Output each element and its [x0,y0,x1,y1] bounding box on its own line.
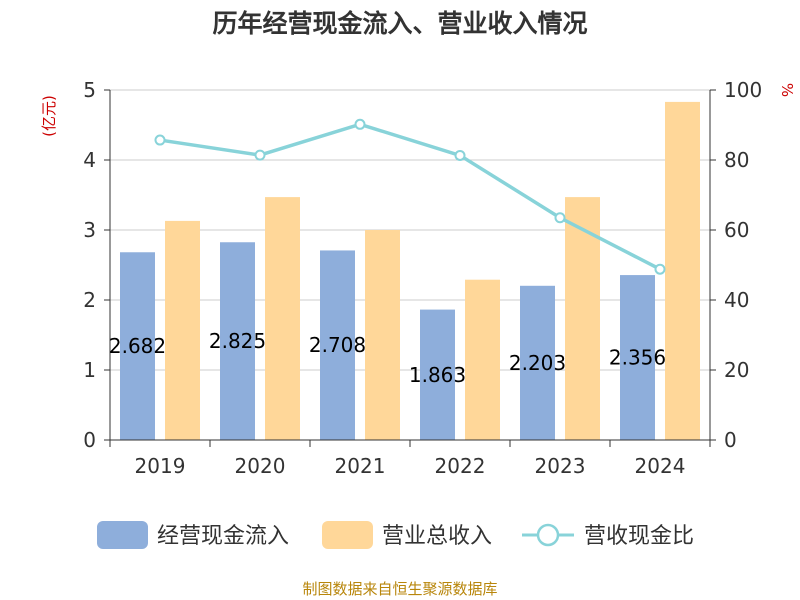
x-tick-label: 2023 [535,454,586,478]
bar-revenue [565,197,600,440]
bar-cash-inflow [220,242,255,440]
legend-swatch-revenue [322,521,373,549]
left-tick-label: 0 [83,428,96,452]
bar-revenue [165,220,200,440]
data-label: 1.863 [409,363,466,387]
x-tick-label: 2019 [135,454,186,478]
bar-revenue [265,197,300,440]
right-axis-unit: % [778,83,796,97]
data-label: 2.825 [209,329,266,353]
left-tick-label: 1 [83,358,96,382]
bar-cash-inflow [320,250,355,440]
bar-cash-inflow [120,252,155,440]
x-tick-label: 2024 [635,454,686,478]
legend-label-ratio: 营收现金比 [584,524,694,549]
left-axis-unit: (亿元) [40,95,58,137]
right-tick-label: 80 [724,148,749,172]
ratio-point [354,118,366,130]
x-tick-label: 2022 [435,454,486,478]
left-tick-label: 2 [83,288,96,312]
legend-label-revenue: 营业总收入 [382,524,492,549]
legend-label-cash-inflow: 经营现金流入 [157,524,289,549]
x-tick-label: 2021 [335,454,386,478]
ratio-point [254,149,266,161]
legend-marker-ratio [536,523,560,547]
axes: 0 1 2 3 4 5 0 20 40 60 80 100 2019 2020 2021 2022 2023 20… [83,78,762,478]
data-labels: 2.682 2.825 2.708 1.863 2.203 2.356 [109,329,666,387]
bar-revenue [665,101,700,441]
right-tick-label: 0 [724,428,737,452]
data-label: 2.356 [609,346,666,370]
right-tick-label: 100 [724,78,762,102]
data-label: 2.682 [109,334,166,358]
ratio-point [654,263,666,275]
chart-title: 历年经营现金流入、营业收入情况 [212,9,587,38]
legend-swatch-cash-inflow [97,521,148,549]
bar-revenue [465,279,500,440]
source-note: 制图数据来自恒生聚源数据库 [302,580,497,598]
x-tick-label: 2020 [235,454,286,478]
left-tick-label: 3 [83,218,96,242]
left-tick-label: 5 [83,78,96,102]
bar-revenue [365,230,400,440]
ratio-point [554,212,566,224]
ratio-line [154,118,666,275]
ratio-line-path [159,122,661,271]
ratio-point [154,134,166,146]
ratio-point [454,149,466,161]
left-tick-label: 4 [83,148,96,172]
data-label: 2.203 [509,351,566,375]
gridlines [110,89,710,371]
bar-cash-inflow [520,285,555,440]
bar-cash-inflow [620,275,655,440]
bar-cash-inflow [420,309,455,440]
legend: 经营现金流入 营业总收入 营收现金比 [97,521,694,549]
bars [120,101,700,441]
right-tick-label: 20 [724,358,749,382]
data-label: 2.708 [309,333,366,357]
right-tick-label: 40 [724,288,749,312]
right-tick-label: 60 [724,218,749,242]
